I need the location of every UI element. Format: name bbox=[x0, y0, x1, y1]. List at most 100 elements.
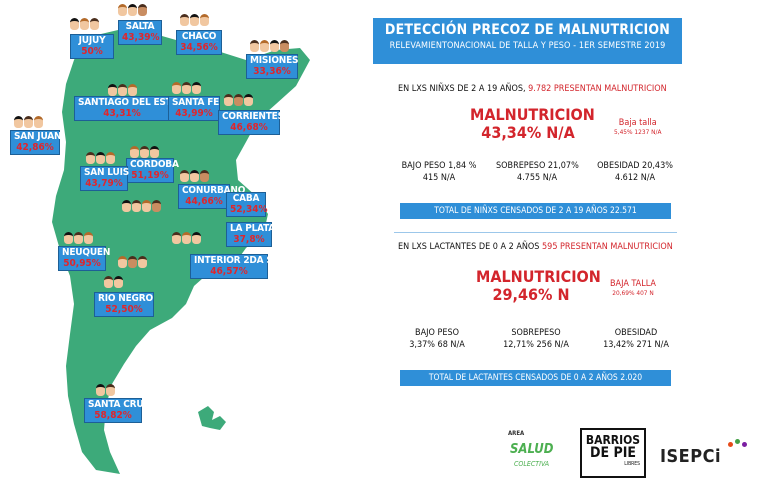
province-box-santacruz: SANTA CRUZ 58,82% bbox=[84, 398, 150, 423]
stat-value: 4.755 N/A bbox=[516, 172, 558, 183]
people-icons-rionegro bbox=[104, 276, 123, 288]
province-box-jujuy: JUJUY 50% bbox=[70, 34, 114, 59]
malvinas-islands-shape bbox=[198, 406, 226, 430]
salud-logo-small: AREA bbox=[508, 430, 525, 437]
province-name: SANTA CRUZ bbox=[88, 399, 150, 410]
province-name: CORRIENTES bbox=[222, 111, 284, 122]
province-box-interior: INTERIOR 2DA SEC 46,57% bbox=[190, 254, 285, 279]
people-icons-santacruz bbox=[96, 384, 115, 396]
province-percent: 51,19% bbox=[131, 169, 169, 181]
province-box-santiago: SANTIAGO DEL ESTERO 43,31% bbox=[74, 96, 192, 121]
province-box-misiones: MISIONES 33,36% bbox=[246, 54, 299, 79]
stat-label: OBESIDAD bbox=[614, 328, 658, 338]
people-icons-laplata bbox=[172, 232, 201, 244]
province-name: NEUQUEN bbox=[62, 247, 111, 258]
people-icons-jujuy bbox=[70, 18, 99, 30]
province-percent: 34,56% bbox=[180, 41, 218, 53]
infants-stat-bajo-peso: BAJO PESO 3,37% 68 N/A bbox=[396, 328, 478, 351]
people-icons-conurbano bbox=[180, 170, 209, 182]
stat-label: BAJO PESO 1,84 % bbox=[401, 161, 477, 171]
argentina-map bbox=[52, 30, 310, 474]
province-box-rionegro: RIO NEGRO 52,50% bbox=[94, 292, 154, 317]
province-name: SALTA bbox=[125, 21, 155, 32]
province-percent: 46,68% bbox=[230, 121, 268, 133]
infants-total-bar: TOTAL DE LACTANTES CENSADOS DE 0 A 2 AÑO… bbox=[400, 370, 671, 386]
children-intro-prefix: EN LXS NIÑXS DE 2 A 19 AÑOS, bbox=[398, 84, 526, 94]
province-name: SAN JUAN bbox=[14, 131, 62, 142]
infants-malnutrition: MALNUTRICION 29,46% N bbox=[476, 267, 601, 305]
province-box-sanluis: SAN LUIS 43,79% bbox=[80, 166, 130, 191]
people-icons-santiago bbox=[108, 84, 137, 96]
page-subtitle: RELEVAMIENTONACIONAL DE TALLA Y PESO - 1… bbox=[389, 41, 666, 51]
people-icons-santafe bbox=[172, 82, 201, 94]
province-name: SANTA FE bbox=[172, 97, 220, 108]
infants-malnutrition-value: 29,46% N bbox=[492, 285, 570, 305]
people-icons-chaco bbox=[180, 14, 209, 26]
province-percent: 37,8% bbox=[233, 233, 265, 245]
province-percent: 52,34% bbox=[230, 203, 268, 215]
province-percent: 43,31% bbox=[103, 107, 141, 119]
province-name: SAN LUIS bbox=[84, 167, 130, 178]
children-stat-bajo-peso: BAJO PESO 1,84 % 415 N/A bbox=[398, 161, 480, 184]
children-malnutrition-value: 43,34% N/A bbox=[481, 123, 575, 143]
province-percent: 58,82% bbox=[94, 409, 132, 421]
province-box-cordoba: CORDOBA 51,19% bbox=[126, 158, 179, 183]
barrios-logo-line1: BARRIOS bbox=[585, 433, 641, 447]
children-intro: EN LXS NIÑXS DE 2 A 19 AÑOS, 9.782 PRESE… bbox=[398, 84, 667, 94]
province-percent: 43,99% bbox=[175, 107, 213, 119]
children-stat-sobrepeso: SOBREPESO 21,07% 4.755 N/A bbox=[496, 161, 579, 184]
province-name: LA PLATA bbox=[230, 223, 276, 234]
stat-value: 415 N/A bbox=[422, 172, 456, 183]
infants-intro-highlight: 595 PRESENTAN MALNUTRICION bbox=[542, 242, 673, 252]
province-box-caba: CABA 52,34% bbox=[226, 192, 268, 217]
children-stat-obesidad: OBESIDAD 20,43% 4.612 N/A bbox=[594, 161, 676, 184]
argentina-mainland-shape bbox=[52, 30, 310, 474]
province-name: CHACO bbox=[181, 31, 217, 42]
province-name: CONURBANO bbox=[182, 185, 246, 196]
infants-intro-prefix: EN LXS LACTANTES DE 0 A 2 AÑOS bbox=[398, 242, 540, 252]
isepci-dot-green-icon bbox=[735, 439, 740, 444]
infants-malnutrition-label: MALNUTRICION bbox=[476, 267, 601, 286]
province-percent: 52,50% bbox=[105, 303, 143, 315]
infants-baja-talla-value: 20,69% 407 N bbox=[612, 289, 654, 297]
province-name: JUJUY bbox=[78, 35, 106, 46]
people-icons-mid bbox=[118, 256, 147, 268]
isepci-dot-red-icon bbox=[728, 442, 733, 447]
stat-value: 12,71% 256 N/A bbox=[503, 339, 569, 350]
province-box-santafe: SANTA FE 43,99% bbox=[168, 96, 220, 121]
province-percent: 44,66% bbox=[185, 195, 223, 207]
province-name: SANTIAGO DEL ESTERO bbox=[78, 97, 192, 108]
people-icons-neuquen bbox=[64, 232, 93, 244]
province-percent: 50% bbox=[81, 45, 103, 57]
people-icons-cordoba bbox=[130, 146, 159, 158]
title-banner: DETECCIÓN PRECOZ DE MALNUTRICION RELEVAM… bbox=[373, 18, 682, 64]
salud-colectiva-logo: AREA SALUD COLECTIVA bbox=[506, 428, 568, 476]
children-total-bar: TOTAL DE NIÑXS CENSADOS DE 2 A 19 AÑOS 2… bbox=[400, 203, 671, 219]
province-box-salta: SALTA 43,39% bbox=[118, 20, 162, 45]
isepci-logo: ISEPCi bbox=[660, 439, 747, 467]
province-box-sanjuan: SAN JUAN 42,86% bbox=[10, 130, 62, 155]
stat-label: BAJO PESO bbox=[415, 328, 459, 338]
people-icons-misiones bbox=[250, 40, 289, 52]
stat-value: 4.612 N/A bbox=[614, 172, 656, 183]
people-icons-center bbox=[122, 200, 161, 212]
stat-label: OBESIDAD 20,43% bbox=[597, 161, 673, 171]
barrios-de-pie-logo: BARRIOS DE PIE LIBRES bbox=[580, 428, 646, 478]
people-icons-sanjuan bbox=[14, 116, 43, 128]
salud-logo-sub: COLECTIVA bbox=[514, 460, 550, 468]
province-name: CABA bbox=[232, 193, 260, 204]
children-baja-talla-value: 5,45% 1237 N/A bbox=[614, 128, 662, 136]
children-baja-talla-label: Baja talla bbox=[618, 118, 657, 128]
children-malnutrition: MALNUTRICION 43,34% N/A bbox=[470, 105, 595, 143]
isepci-logo-text: ISEPCi bbox=[660, 446, 722, 467]
province-box-chaco: CHACO 34,56% bbox=[176, 30, 222, 55]
people-icons-corrientes bbox=[224, 94, 253, 106]
people-icons-salta bbox=[118, 4, 147, 16]
province-box-neuquen: NEUQUEN 50,95% bbox=[58, 246, 111, 271]
page-title: DETECCIÓN PRECOZ DE MALNUTRICION bbox=[384, 22, 671, 38]
province-box-corrientes: CORRIENTES 46,68% bbox=[218, 110, 284, 135]
children-intro-highlight: 9.782 PRESENTAN MALNUTRICION bbox=[528, 84, 667, 94]
infants-stat-sobrepeso: SOBREPESO 12,71% 256 N/A bbox=[494, 328, 578, 351]
province-percent: 33,36% bbox=[253, 65, 291, 77]
barrios-logo-line2: DE PIE bbox=[590, 445, 636, 461]
